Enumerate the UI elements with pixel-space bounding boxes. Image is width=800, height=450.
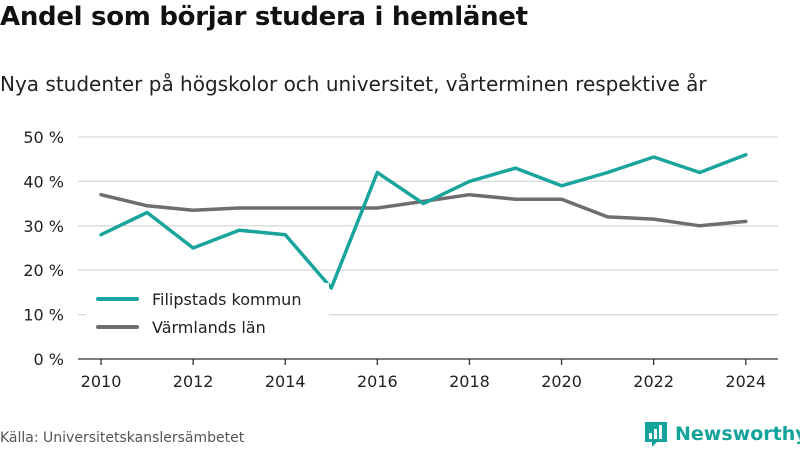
newsworthy-logo-icon [645,422,667,447]
legend-label: Filipstads kommun [152,290,301,309]
x-tick-label: 2020 [541,372,582,391]
y-tick-label: 30 % [23,217,64,236]
line-chart: 0 % 10 % 20 % 30 % 40 % 50 % 2010 2012 2014 2016 2… [23,128,778,391]
brand-name: Newsworthy [675,423,800,445]
x-tick-label: 2024 [725,372,766,391]
series-line-filipstad [99,153,748,290]
y-tick-label: 0 % [34,350,64,369]
legend-label: Värmlands län [152,318,266,337]
chart-title: Andel som börjar studera i hemlänet [0,2,528,32]
chart-subtitle: Nya studenter på högskolor och universit… [0,72,707,96]
y-tick-label: 40 % [23,172,64,191]
x-tick-label: 2010 [81,372,122,391]
x-tick-label: 2014 [265,372,306,391]
x-tick-label: 2016 [357,372,398,391]
x-tick-label: 2018 [449,372,490,391]
y-tick-label: 20 % [23,261,64,280]
series-line-varmland [99,192,748,228]
y-tick-label: 50 % [23,128,64,147]
x-tick-label: 2012 [173,372,214,391]
y-tick-label: 10 % [23,306,64,325]
source-note: Källa: Universitetskanslersämbetet [0,430,245,446]
x-tick-label: 2022 [633,372,674,391]
brand-logo[interactable]: Newsworthy [643,419,800,449]
legend-background [86,283,329,347]
